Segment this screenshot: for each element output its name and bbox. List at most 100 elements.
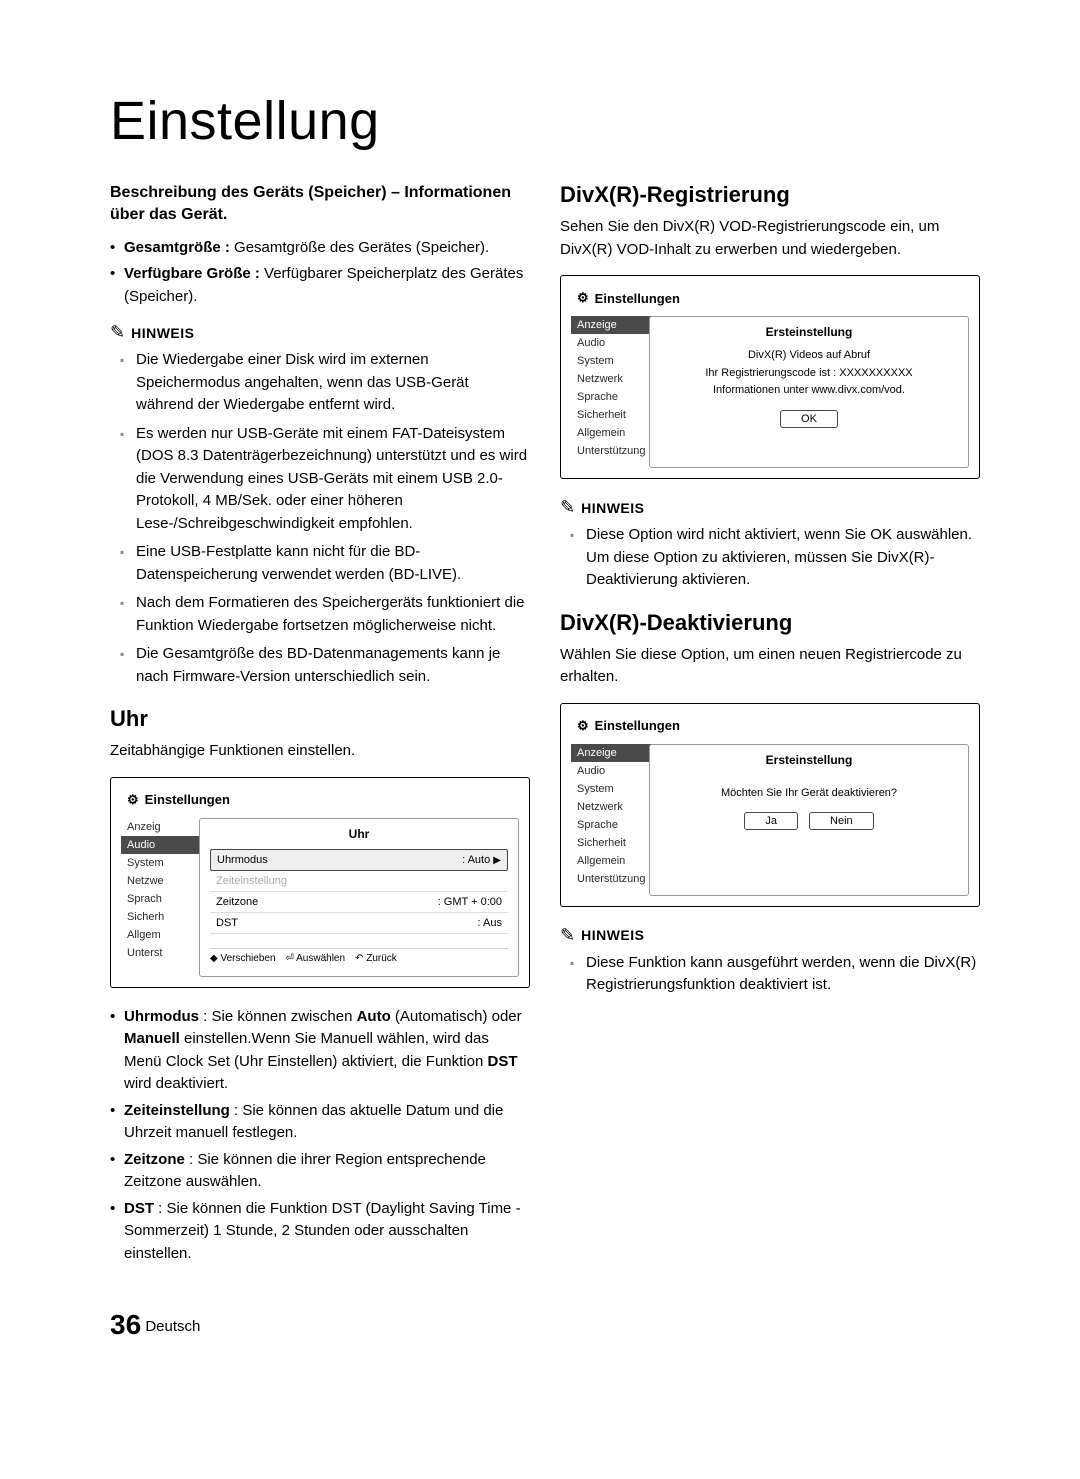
osd-side-item: System	[571, 780, 661, 798]
gear-icon: ⚙	[577, 718, 589, 734]
osd-side-item: Unterst	[121, 944, 211, 962]
bullet-rest: Gesamtgröße des Gerätes (Speicher).	[230, 239, 489, 256]
osd-uhr: ⚙ Einstellungen Anzeig Audio System Netz…	[110, 777, 530, 988]
uhr-bullet: DST : Sie können die Funktion DST (Dayli…	[110, 1198, 530, 1266]
no-button[interactable]: Nein	[809, 812, 874, 830]
osd-row-label: Zeiteinstellung	[216, 875, 287, 887]
osd-sidebar: Anzeige Audio System Netzwerk Sprache Si…	[571, 744, 661, 896]
osd-row: DST : Aus	[210, 913, 508, 934]
note-icon: ✎	[560, 925, 575, 946]
osd-side-item: Netzwe	[121, 872, 211, 890]
osd-row: Uhrmodus : Auto ▶	[210, 849, 508, 871]
page: Einstellung Beschreibung des Geräts (Spe…	[0, 0, 1080, 1381]
osd-row-value: : GMT + 0:00	[438, 896, 502, 908]
uhr-intro: Zeitabhängige Funktionen einstellen.	[110, 740, 530, 763]
osd-row-label: Zeitzone	[216, 896, 258, 908]
bullet-lead: Gesamtgröße :	[124, 239, 230, 256]
osd-row: Zeitzone : GMT + 0:00	[210, 892, 508, 913]
hinweis-item: Diese Funktion kann ausgeführt werden, w…	[560, 952, 980, 997]
osd-line: DivX(R) Videos auf Abruf	[660, 347, 958, 365]
osd-panel-title: Ersteinstellung	[660, 325, 958, 339]
osd-row: Zeiteinstellung	[210, 871, 508, 892]
osd-line: Ihr Registrierungscode ist : XXXXXXXXXX	[660, 365, 958, 383]
yes-button[interactable]: Ja	[744, 812, 798, 830]
hinweis-label: HINWEIS	[131, 325, 194, 341]
osd-side-item: Unterstützung	[571, 870, 661, 888]
osd-side-item: System	[571, 352, 661, 370]
osd-side-item: Sicherheit	[571, 834, 661, 852]
note-icon: ✎	[560, 497, 575, 518]
osd-sidebar: Anzeige Audio System Netzwerk Sprache Si…	[571, 316, 661, 468]
osd-dialog-text: Möchten Sie Ihr Gerät deaktivieren?	[660, 785, 958, 803]
hinweis-item: Eine USB-Festplatte kann nicht für die B…	[110, 541, 530, 586]
osd-sidebar: Anzeig Audio System Netzwe Sprach Sicher…	[121, 818, 211, 977]
storage-bullet: Verfügbare Größe : Verfügbarer Speicherp…	[110, 263, 530, 308]
osd-side-item: Sprache	[571, 816, 661, 834]
osd-row-value: : Auto ▶	[462, 854, 501, 866]
osd-side-item: Allgemein	[571, 424, 661, 442]
osd-body: Anzeig Audio System Netzwe Sprach Sicher…	[121, 818, 519, 977]
uhr-bullet: Uhrmodus : Sie können zwischen Auto (Aut…	[110, 1006, 530, 1096]
osd-side-item: Audio	[571, 762, 661, 780]
osd-nav: ◆ Verschieben ⏎ Auswählen ↶ Zurück	[210, 948, 508, 964]
osd-side-item: Sprache	[571, 388, 661, 406]
nav-hint: ↶ Zurück	[355, 953, 397, 964]
hinweis-row: ✎ HINWEIS	[110, 322, 530, 343]
osd-title: Einstellungen	[595, 291, 680, 306]
chevron-right-icon: ▶	[493, 855, 501, 866]
osd-side-item: Allgem	[121, 926, 211, 944]
osd-title: Einstellungen	[145, 792, 230, 807]
osd-side-item: System	[121, 854, 211, 872]
uhr-bullet: Zeiteinstellung : Sie können das aktuell…	[110, 1100, 530, 1145]
hinweis-item: Diese Option wird nicht aktiviert, wenn …	[560, 524, 980, 592]
note-icon: ✎	[110, 322, 125, 343]
osd-panel-title: Ersteinstellung	[660, 753, 958, 767]
page-footer: 36 Deutsch	[110, 1309, 980, 1341]
nav-hint: ◆ Verschieben	[210, 953, 276, 964]
osd-panel: Ersteinstellung DivX(R) Videos auf Abruf…	[649, 316, 969, 468]
reg-text: Sehen Sie den DivX(R) VOD-Registrierungs…	[560, 216, 980, 261]
deact-heading: DivX(R)-Deaktivierung	[560, 610, 980, 636]
storage-bullets: Gesamtgröße : Gesamtgröße des Gerätes (S…	[110, 237, 530, 309]
osd-side-item: Audio	[571, 334, 661, 352]
osd-side-item: Sprach	[121, 890, 211, 908]
osd-title: Einstellungen	[595, 718, 680, 733]
columns: Beschreibung des Geräts (Speicher) – Inf…	[110, 182, 980, 1279]
page-title: Einstellung	[110, 90, 980, 152]
osd-line: Informationen unter www.divx.com/vod.	[660, 382, 958, 400]
bullet-lead: Verfügbare Größe :	[124, 265, 260, 282]
osd-side-item: Netzwerk	[571, 798, 661, 816]
nav-hint: ⏎ Auswählen	[286, 953, 346, 964]
osd-titlebar: ⚙ Einstellungen	[127, 792, 519, 808]
hinweis-item: Die Wiedergabe einer Disk wird im extern…	[110, 349, 530, 417]
hinweis-label: HINWEIS	[581, 500, 644, 516]
osd-deact: ⚙ Einstellungen Anzeige Audio System Net…	[560, 703, 980, 907]
storage-bullet: Gesamtgröße : Gesamtgröße des Gerätes (S…	[110, 237, 530, 260]
osd-titlebar: ⚙ Einstellungen	[577, 718, 969, 734]
osd-side-item: Allgemein	[571, 852, 661, 870]
page-number: 36	[110, 1309, 141, 1340]
left-column: Beschreibung des Geräts (Speicher) – Inf…	[110, 182, 530, 1279]
hinweis-list: Die Wiedergabe einer Disk wird im extern…	[110, 349, 530, 688]
hinweis-item: Nach dem Formatieren des Speichergeräts …	[110, 592, 530, 637]
osd-panel: Ersteinstellung Möchten Sie Ihr Gerät de…	[649, 744, 969, 896]
hinweis-label: HINWEIS	[581, 927, 644, 943]
reg-hinweis-list: Diese Option wird nicht aktiviert, wenn …	[560, 524, 980, 592]
osd-panel: Uhr Uhrmodus : Auto ▶ Zeiteinstellung Ze…	[199, 818, 519, 977]
reg-heading: DivX(R)-Registrierung	[560, 182, 980, 208]
gear-icon: ⚙	[577, 290, 589, 306]
osd-body: Anzeige Audio System Netzwerk Sprache Si…	[571, 744, 969, 896]
osd-side-item: Anzeige	[571, 316, 661, 334]
osd-side-item: Audio	[121, 836, 211, 854]
hinweis-row: ✎ HINWEIS	[560, 925, 980, 946]
ok-button[interactable]: OK	[780, 410, 838, 428]
osd-side-item: Sicherh	[121, 908, 211, 926]
deact-text: Wählen Sie diese Option, um einen neuen …	[560, 644, 980, 689]
osd-dialog-text: DivX(R) Videos auf Abruf Ihr Registrieru…	[660, 347, 958, 400]
osd-row-label: Uhrmodus	[217, 854, 268, 866]
deact-hinweis-list: Diese Funktion kann ausgeführt werden, w…	[560, 952, 980, 997]
gear-icon: ⚙	[127, 792, 139, 808]
uhr-bullet: Zeitzone : Sie können die ihrer Region e…	[110, 1149, 530, 1194]
osd-side-item: Sicherheit	[571, 406, 661, 424]
osd-reg: ⚙ Einstellungen Anzeige Audio System Net…	[560, 275, 980, 479]
